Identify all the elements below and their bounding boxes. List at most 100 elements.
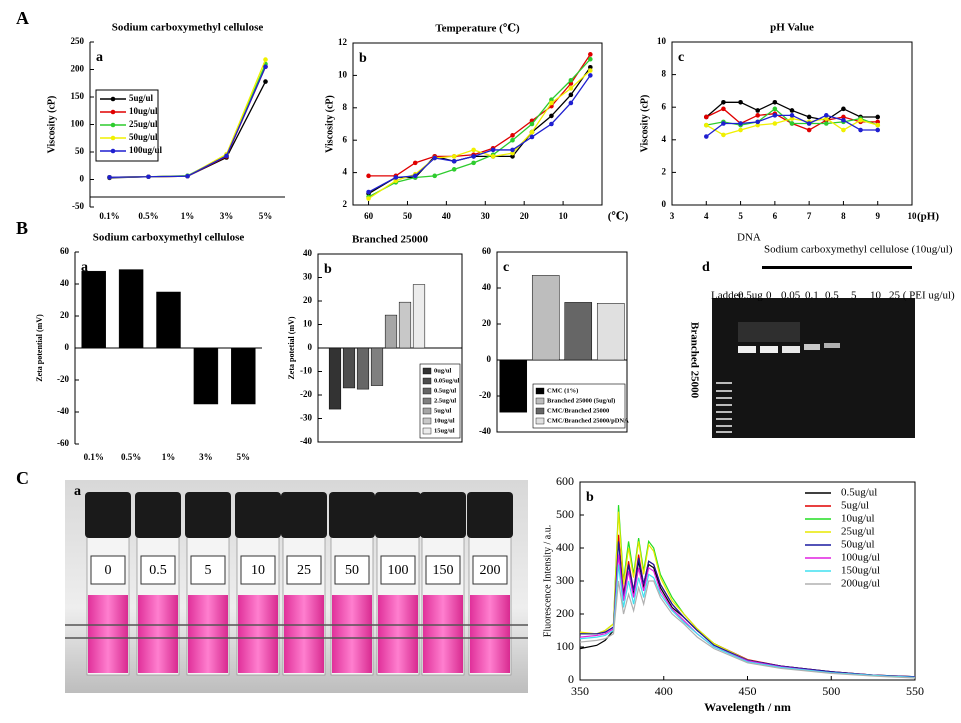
panel-label: a [74, 484, 81, 499]
y-tick-label: 40 [60, 278, 70, 288]
vial-cap [135, 492, 181, 538]
y-tick-label: 10 [657, 36, 667, 46]
data-point [772, 121, 778, 126]
data-point [412, 173, 418, 179]
series-line [368, 58, 591, 198]
data-point [875, 122, 881, 128]
y-tick-label: 200 [71, 64, 85, 74]
x-tick-label: 60 [364, 211, 374, 221]
vial-label: 25 [297, 563, 311, 578]
data-point [549, 121, 554, 127]
legend-swatch [422, 407, 432, 415]
x-tick-label: 10 [559, 211, 569, 221]
data-point [549, 113, 554, 119]
legend-label: 0.5ug/ul [434, 387, 456, 394]
data-point [755, 113, 761, 118]
legend-label: Branched 25000 (5ug/ul) [547, 397, 615, 404]
data-point [510, 147, 515, 153]
legend-swatch [535, 397, 545, 405]
y-tick-label: 100 [556, 639, 574, 653]
y-tick-label: -50 [72, 201, 84, 211]
data-point [568, 92, 574, 98]
legend-box [801, 484, 913, 594]
bar [231, 347, 256, 405]
y-axis-label: Viscosity (cP) [324, 95, 335, 153]
data-point [588, 56, 593, 62]
data-point [841, 117, 846, 123]
y-tick-label: 0 [487, 354, 492, 364]
vial-label-box [90, 555, 126, 585]
legend-swatch [422, 367, 432, 375]
x-tick-label: 550 [906, 684, 924, 698]
data-point [703, 134, 709, 139]
legend-label: 25ug/ul [129, 119, 158, 129]
data-point [875, 114, 881, 120]
y-tick-label: 200 [556, 606, 574, 620]
legend-label: 5ug/ul [841, 500, 869, 512]
bar [193, 347, 219, 405]
vial-label-box [472, 555, 508, 585]
data-point [755, 122, 761, 128]
legend-swatch [535, 417, 545, 425]
data-point [549, 97, 554, 102]
data-point [471, 154, 476, 159]
vial-label: 5 [205, 563, 212, 578]
legend-label: 150ug/ul [841, 565, 880, 577]
ladder [716, 382, 732, 433]
data-point [263, 64, 268, 70]
x-tick-label: 450 [739, 684, 757, 698]
vial-liquid [188, 595, 228, 673]
chart-title: pH Value [770, 22, 814, 34]
bar [328, 347, 342, 410]
chart: Sodium carboxymethyl cellulose a Viscosity… [46, 22, 285, 221]
data-point [490, 154, 496, 159]
data-point [568, 77, 574, 83]
legend-label: 15ug/ul [434, 427, 455, 434]
lane-group: DNA [737, 232, 761, 244]
y-tick-label: 50 [75, 146, 85, 156]
legend-label: 25ug/ul [841, 526, 875, 538]
vial-label: 0 [105, 563, 112, 578]
vial-liquid [332, 595, 372, 673]
data-point [510, 154, 515, 159]
data-point [841, 114, 846, 120]
y-tick-label: 100 [71, 119, 85, 129]
bar [412, 284, 426, 349]
gel-side-label: Branched 25000 [688, 322, 700, 399]
y-tick-label: 300 [556, 573, 574, 587]
x-tick-label: 30 [481, 211, 491, 221]
panel-label: a [96, 50, 103, 65]
series-line [368, 53, 591, 177]
bar [156, 291, 181, 349]
y-tick-label: 2 [343, 199, 348, 209]
data-point [263, 57, 268, 62]
x-tick-label: 0.5% [138, 211, 158, 221]
legend-label: 10ug/ul [434, 417, 455, 424]
bar [596, 303, 625, 361]
y-tick-label: 6 [343, 134, 348, 144]
y-tick-label: 4 [343, 167, 348, 177]
data-point [789, 116, 795, 121]
x-tick-label: 4 [704, 211, 709, 221]
data-point [755, 108, 761, 113]
y-tick-label: -40 [479, 426, 491, 436]
bar [531, 275, 560, 361]
vial-liquid [378, 595, 418, 673]
data-point [412, 160, 418, 166]
x-tick-label: 9 [875, 211, 880, 221]
vial-label-box [286, 555, 322, 585]
panel-label: b [359, 51, 367, 66]
figure-label: A [16, 8, 29, 28]
bar [356, 347, 370, 390]
data-point [703, 114, 709, 120]
bar [81, 270, 106, 349]
legend-swatch [422, 397, 432, 405]
data-point [823, 116, 829, 121]
data-point [588, 65, 593, 70]
data-point [529, 121, 535, 127]
data-point [588, 52, 593, 57]
panel-label: c [503, 260, 509, 275]
chart: c -40 -20 0 20 40 60 CMC (1%) Branched 25000 (5u… [479, 246, 629, 436]
bar [118, 269, 144, 349]
gel-band [760, 346, 778, 353]
